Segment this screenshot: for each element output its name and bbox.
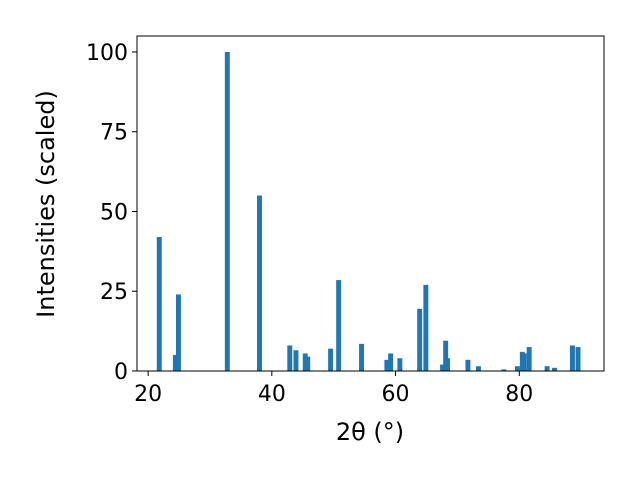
- bar: [440, 364, 446, 371]
- bar: [397, 358, 403, 371]
- x-axis-label: 2θ (°): [336, 418, 404, 446]
- plot-frame: [136, 35, 605, 372]
- y-tick-label: 75: [100, 121, 128, 146]
- bar: [172, 355, 178, 371]
- bar: [417, 308, 423, 371]
- bar: [514, 366, 520, 371]
- bar: [443, 340, 449, 371]
- bar: [423, 284, 429, 371]
- bar: [336, 280, 342, 371]
- y-tick-label: 0: [114, 360, 128, 385]
- bar: [465, 359, 471, 371]
- bar: [501, 369, 507, 371]
- bar: [526, 347, 532, 371]
- bar: [575, 347, 581, 371]
- bar: [305, 356, 311, 371]
- x-tick-label: 20: [134, 382, 162, 407]
- bar: [569, 345, 575, 371]
- y-axis-label: Intensities (scaled): [32, 90, 60, 318]
- y-tick-label: 25: [100, 280, 128, 305]
- bar: [224, 51, 230, 371]
- bar: [293, 350, 299, 371]
- bar: [544, 366, 550, 371]
- x-tick-label: 40: [258, 382, 286, 407]
- bar: [475, 366, 481, 371]
- bar: [388, 353, 394, 371]
- x-tick-label: 60: [382, 382, 410, 407]
- bar: [256, 195, 262, 371]
- bar: [552, 367, 557, 371]
- bar: [287, 345, 293, 371]
- bar: [445, 358, 450, 371]
- bar: [175, 294, 181, 371]
- bar: [359, 343, 365, 371]
- y-tick-label: 50: [100, 200, 128, 225]
- x-tick-label: 80: [505, 382, 533, 407]
- bar: [156, 237, 162, 371]
- bar: [384, 359, 390, 371]
- bar: [328, 348, 334, 371]
- y-tick-label: 100: [86, 41, 128, 66]
- bar: [521, 353, 527, 371]
